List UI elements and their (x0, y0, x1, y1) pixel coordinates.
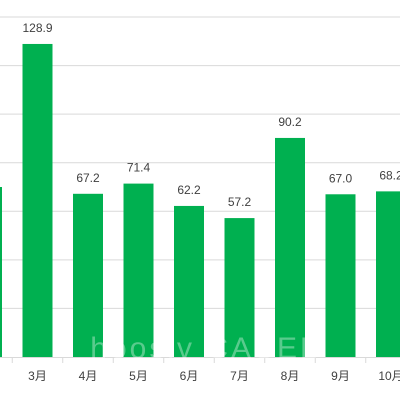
bar (224, 218, 255, 357)
data-label: 71.4 (127, 161, 151, 175)
x-tick-label: 5月 (129, 369, 148, 383)
data-labels: 128.9 67.2 71.4 62.2 57.2 90.2 67.0 68.2 (22, 21, 400, 209)
x-tick-label: 6月 (180, 369, 199, 383)
bar (275, 137, 305, 357)
bar (22, 43, 53, 357)
data-label: 67.2 (76, 171, 100, 185)
bar (376, 191, 400, 357)
bar (174, 205, 204, 357)
x-tick-label: 7月 (230, 369, 249, 383)
x-axis (0, 357, 400, 363)
x-tick-label: 4月 (79, 369, 98, 383)
bar (325, 194, 356, 357)
bar (73, 193, 103, 357)
x-tick-label: 9月 (331, 369, 350, 383)
bars (0, 43, 400, 357)
data-label: 57.2 (228, 195, 252, 209)
bar (0, 187, 2, 357)
data-label: 68.2 (379, 168, 400, 182)
x-tick-label: 10月 (378, 369, 400, 383)
data-label: 128.9 (22, 21, 52, 35)
x-tick-labels: 3月 4月 5月 6月 7月 8月 9月 10月 (28, 369, 400, 383)
data-label: 90.2 (278, 115, 302, 129)
data-label: 67.0 (329, 171, 353, 185)
x-tick-label: 3月 (28, 369, 47, 383)
watermark: hoosiv CASEL (90, 332, 319, 365)
data-label: 62.2 (177, 183, 201, 197)
x-tick-label: 8月 (281, 369, 300, 383)
bar (123, 183, 154, 357)
